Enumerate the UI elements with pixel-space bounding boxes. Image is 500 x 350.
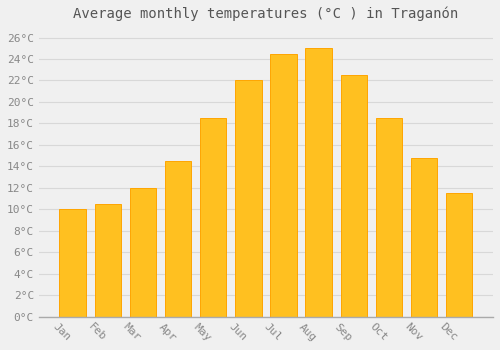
Bar (411, 158, 438, 317)
Bar (235, 80, 262, 317)
Bar (270, 54, 296, 317)
Bar (200, 118, 226, 317)
Bar (94, 204, 121, 317)
Bar (130, 188, 156, 317)
Bar (306, 48, 332, 317)
Bar (376, 118, 402, 317)
Bar (60, 209, 86, 317)
Title: Average monthly temperatures (°C ) in Traganón: Average monthly temperatures (°C ) in Tr… (74, 7, 458, 21)
Bar (165, 161, 191, 317)
Bar (446, 193, 472, 317)
Bar (340, 75, 367, 317)
